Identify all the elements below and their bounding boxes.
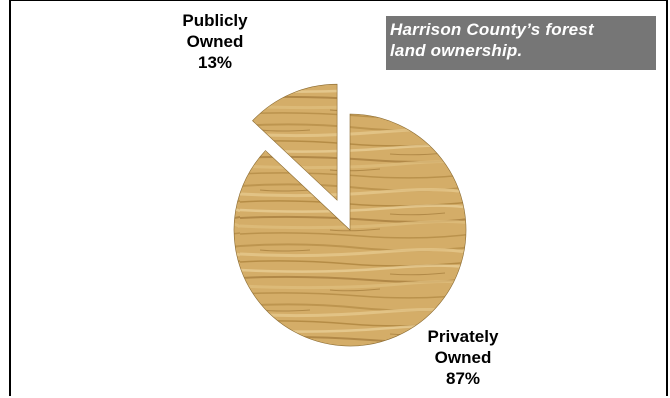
slice-label-private-line-2: Owned (434, 348, 492, 367)
pie-slice-privately-owned (233, 113, 467, 347)
chart-title-line-2: land ownership. (390, 41, 523, 60)
chart-title: Harrison County’s forest land ownership. (386, 16, 656, 70)
slice-label-publicly-owned: Publicly Owned 13% (170, 10, 260, 73)
slice-label-public-line-1: Publicly (182, 11, 248, 30)
slice-label-public-line-2: Owned (186, 32, 244, 51)
slice-label-privately-owned: Privately Owned 87% (418, 326, 508, 389)
pie-slice-publicly-owned (252, 83, 338, 201)
chart-title-line-1: Harrison County’s forest (390, 20, 594, 39)
slice-label-private-percent: 87% (445, 369, 481, 388)
chart-frame (9, 0, 668, 396)
slice-label-public-percent: 13% (197, 53, 233, 72)
pie-slices (233, 83, 467, 347)
slice-label-private-line-1: Privately (427, 327, 499, 346)
